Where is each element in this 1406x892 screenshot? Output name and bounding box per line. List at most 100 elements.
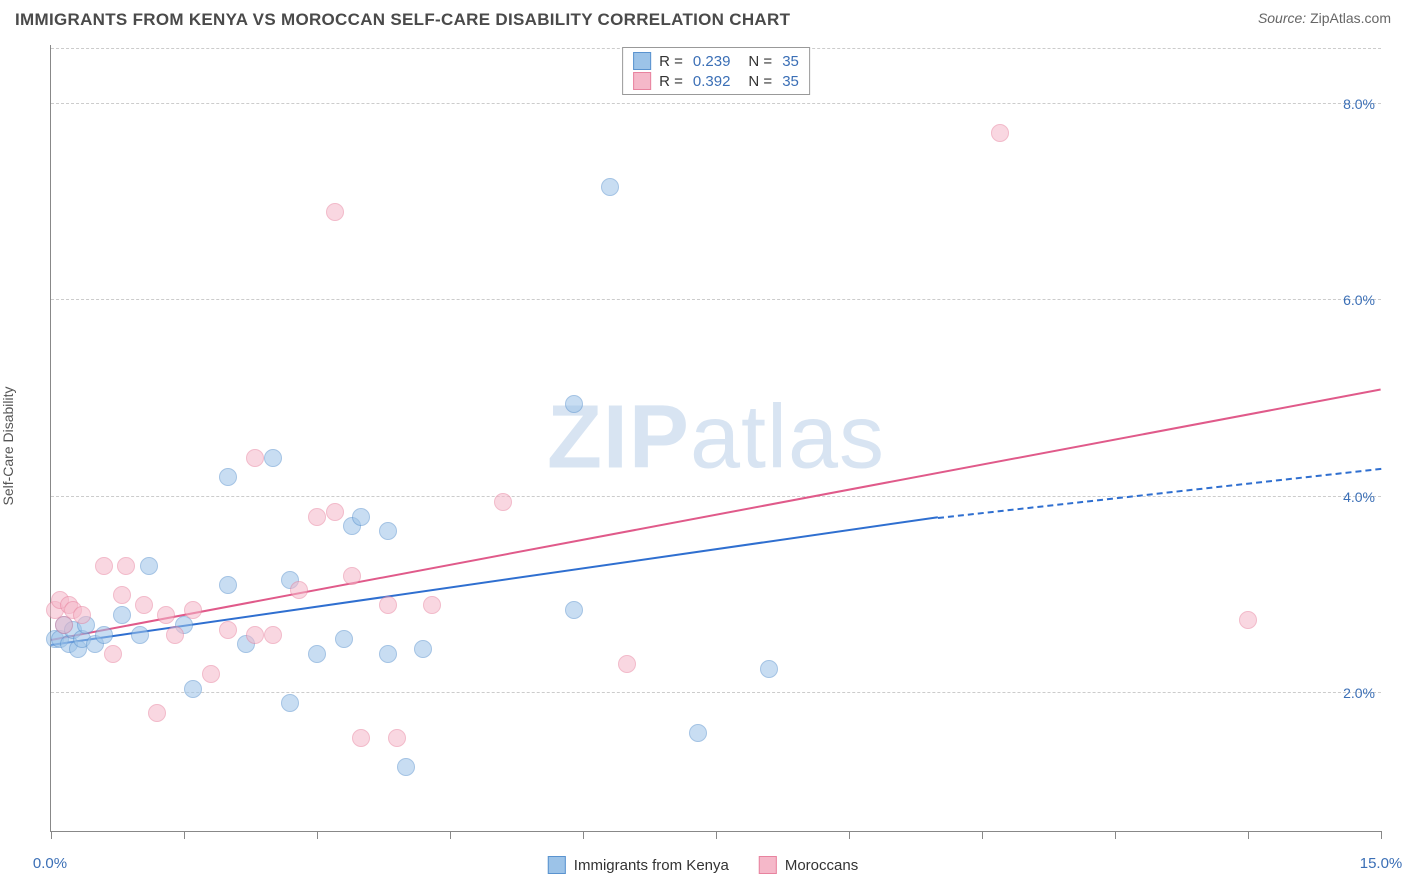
x-tick (1248, 831, 1249, 839)
y-axis-label: Self-Care Disability (0, 386, 16, 505)
data-point (379, 596, 397, 614)
legend-item: Immigrants from Kenya (548, 856, 729, 874)
data-point (689, 724, 707, 742)
legend-label: Immigrants from Kenya (574, 857, 729, 874)
x-tick (317, 831, 318, 839)
x-axis-max-label: 15.0% (1360, 855, 1403, 872)
data-point (618, 655, 636, 673)
x-tick (583, 831, 584, 839)
data-point (565, 601, 583, 619)
data-point (423, 596, 441, 614)
data-point (219, 576, 237, 594)
data-point (326, 503, 344, 521)
data-point (202, 665, 220, 683)
data-point (246, 626, 264, 644)
data-point (219, 468, 237, 486)
data-point (117, 557, 135, 575)
data-point (352, 729, 370, 747)
chart-source: Source: ZipAtlas.com (1258, 10, 1391, 26)
data-point (131, 626, 149, 644)
n-label: N = (748, 73, 772, 90)
legend-stat-row: R = 0.239 N = 35 (633, 51, 799, 71)
source-value: ZipAtlas.com (1310, 10, 1391, 26)
data-point (343, 567, 361, 585)
data-point (308, 508, 326, 526)
legend-bottom: Immigrants from Kenya Moroccans (548, 856, 858, 874)
r-label: R = (659, 53, 683, 70)
r-value: 0.239 (693, 53, 731, 70)
data-point (264, 626, 282, 644)
watermark-rest: atlas (690, 388, 885, 488)
legend-stat-row: R = 0.392 N = 35 (633, 71, 799, 91)
data-point (352, 508, 370, 526)
x-tick (849, 831, 850, 839)
data-point (157, 606, 175, 624)
data-point (113, 606, 131, 624)
y-tick-label: 2.0% (1343, 685, 1375, 701)
data-point (308, 645, 326, 663)
r-label: R = (659, 73, 683, 90)
x-axis-min-label: 0.0% (33, 855, 67, 872)
data-point (135, 596, 153, 614)
x-tick (716, 831, 717, 839)
watermark: ZIPatlas (547, 387, 885, 490)
legend-swatch (548, 856, 566, 874)
data-point (388, 729, 406, 747)
data-point (379, 645, 397, 663)
trend-line (51, 389, 1381, 642)
legend-item: Moroccans (759, 856, 858, 874)
x-tick (51, 831, 52, 839)
data-point (414, 640, 432, 658)
x-tick (1115, 831, 1116, 839)
data-point (601, 178, 619, 196)
data-point (290, 581, 308, 599)
data-point (95, 626, 113, 644)
data-point (140, 557, 158, 575)
chart-title: IMMIGRANTS FROM KENYA VS MOROCCAN SELF-C… (15, 10, 790, 30)
trend-line (938, 467, 1382, 518)
data-point (494, 493, 512, 511)
data-point (991, 124, 1009, 142)
gridline (51, 496, 1381, 497)
gridline (51, 692, 1381, 693)
x-tick (450, 831, 451, 839)
n-label: N = (748, 53, 772, 70)
data-point (95, 557, 113, 575)
x-tick (184, 831, 185, 839)
data-point (264, 449, 282, 467)
data-point (73, 606, 91, 624)
source-label: Source: (1258, 10, 1306, 26)
data-point (379, 522, 397, 540)
x-tick (982, 831, 983, 839)
data-point (104, 645, 122, 663)
chart-header: IMMIGRANTS FROM KENYA VS MOROCCAN SELF-C… (15, 10, 1391, 30)
legend-swatch (633, 52, 651, 70)
data-point (397, 758, 415, 776)
data-point (148, 704, 166, 722)
y-tick-label: 6.0% (1343, 292, 1375, 308)
r-value: 0.392 (693, 73, 731, 90)
data-point (184, 601, 202, 619)
legend-swatch (633, 72, 651, 90)
y-tick-label: 8.0% (1343, 96, 1375, 112)
data-point (335, 630, 353, 648)
y-tick-label: 4.0% (1343, 489, 1375, 505)
legend-stats-box: R = 0.239 N = 35 R = 0.392 N = 35 (622, 47, 810, 95)
data-point (281, 694, 299, 712)
x-tick (1381, 831, 1382, 839)
chart-area: ZIPatlas R = 0.239 N = 35 R = 0.392 N = 35 2.0%… (50, 45, 1381, 832)
gridline (51, 299, 1381, 300)
plot-area: ZIPatlas R = 0.239 N = 35 R = 0.392 N = 35 2.0%… (50, 45, 1381, 832)
gridline (51, 103, 1381, 104)
data-point (1239, 611, 1257, 629)
data-point (246, 449, 264, 467)
legend-swatch (759, 856, 777, 874)
data-point (760, 660, 778, 678)
n-value: 35 (782, 73, 799, 90)
data-point (326, 203, 344, 221)
data-point (565, 395, 583, 413)
data-point (166, 626, 184, 644)
data-point (113, 586, 131, 604)
data-point (219, 621, 237, 639)
n-value: 35 (782, 53, 799, 70)
